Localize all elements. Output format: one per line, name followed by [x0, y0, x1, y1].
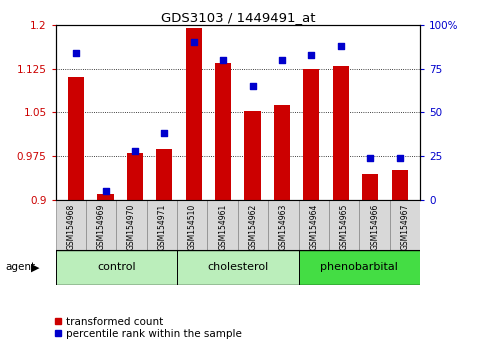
Text: ▶: ▶ [30, 262, 39, 272]
Bar [116, 200, 147, 250]
Title: GDS3103 / 1449491_at: GDS3103 / 1449491_at [161, 11, 315, 24]
Point [190, 40, 198, 45]
Point [396, 155, 403, 161]
Bar [156, 149, 172, 200]
Legend: transformed count, percentile rank within the sample: transformed count, percentile rank withi… [54, 317, 242, 339]
Bar [238, 200, 268, 250]
Point [72, 50, 80, 56]
Text: GSM154966: GSM154966 [370, 204, 379, 250]
Bar [56, 250, 177, 285]
Bar [359, 200, 390, 250]
Bar [215, 63, 231, 200]
Text: GSM154971: GSM154971 [157, 204, 167, 250]
Text: GSM154963: GSM154963 [279, 204, 288, 250]
Bar [333, 65, 349, 200]
Point [160, 131, 168, 136]
Text: GSM154969: GSM154969 [97, 204, 106, 250]
Bar [177, 250, 298, 285]
Text: GSM154965: GSM154965 [340, 204, 349, 250]
Bar [268, 200, 298, 250]
Point [308, 52, 315, 57]
Text: GSM154962: GSM154962 [249, 204, 257, 250]
Bar [56, 200, 86, 250]
Bar [392, 170, 408, 200]
Point [102, 188, 110, 194]
Bar [303, 69, 319, 200]
Text: GSM154961: GSM154961 [218, 204, 227, 250]
Bar [362, 174, 378, 200]
Text: GSM154970: GSM154970 [127, 204, 136, 250]
Bar [208, 200, 238, 250]
Point [366, 155, 374, 161]
Text: control: control [97, 262, 136, 272]
Bar [274, 105, 290, 200]
Bar [177, 200, 208, 250]
Point [278, 57, 286, 63]
Text: agent: agent [6, 262, 36, 272]
Text: cholesterol: cholesterol [207, 262, 269, 272]
Bar [185, 28, 202, 200]
Point [337, 43, 345, 48]
Text: GSM154967: GSM154967 [400, 204, 410, 250]
Bar [298, 200, 329, 250]
Point [249, 83, 256, 89]
Bar [298, 250, 420, 285]
Bar [98, 194, 114, 200]
Point [131, 148, 139, 154]
Text: GSM154968: GSM154968 [66, 204, 75, 250]
Bar [86, 200, 116, 250]
Bar [68, 77, 84, 200]
Text: GSM154510: GSM154510 [188, 204, 197, 250]
Bar [244, 111, 261, 200]
Bar [390, 200, 420, 250]
Text: phenobarbital: phenobarbital [321, 262, 398, 272]
Point [219, 57, 227, 63]
Bar [329, 200, 359, 250]
Text: GSM154964: GSM154964 [309, 204, 318, 250]
Bar [147, 200, 177, 250]
Bar [127, 153, 143, 200]
